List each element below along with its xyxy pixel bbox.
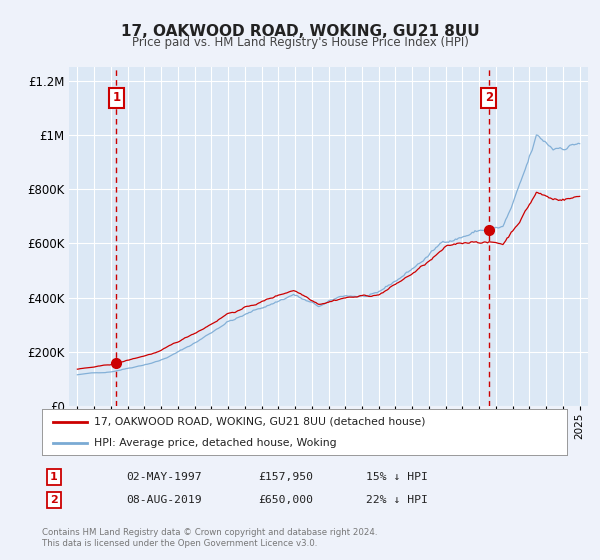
Text: 1: 1 <box>112 91 121 104</box>
Text: 2: 2 <box>50 495 58 505</box>
Text: 15% ↓ HPI: 15% ↓ HPI <box>366 472 428 482</box>
Text: 02-MAY-1997: 02-MAY-1997 <box>126 472 202 482</box>
Text: 2: 2 <box>485 91 493 104</box>
Text: 17, OAKWOOD ROAD, WOKING, GU21 8UU (detached house): 17, OAKWOOD ROAD, WOKING, GU21 8UU (deta… <box>95 417 426 427</box>
Text: 22% ↓ HPI: 22% ↓ HPI <box>366 495 428 505</box>
Text: 1: 1 <box>50 472 58 482</box>
Text: Contains HM Land Registry data © Crown copyright and database right 2024.
This d: Contains HM Land Registry data © Crown c… <box>42 528 377 548</box>
Text: £157,950: £157,950 <box>258 472 313 482</box>
Text: 17, OAKWOOD ROAD, WOKING, GU21 8UU: 17, OAKWOOD ROAD, WOKING, GU21 8UU <box>121 24 479 39</box>
Text: £650,000: £650,000 <box>258 495 313 505</box>
Text: 08-AUG-2019: 08-AUG-2019 <box>126 495 202 505</box>
Text: HPI: Average price, detached house, Woking: HPI: Average price, detached house, Woki… <box>95 438 337 448</box>
Text: Price paid vs. HM Land Registry's House Price Index (HPI): Price paid vs. HM Land Registry's House … <box>131 36 469 49</box>
